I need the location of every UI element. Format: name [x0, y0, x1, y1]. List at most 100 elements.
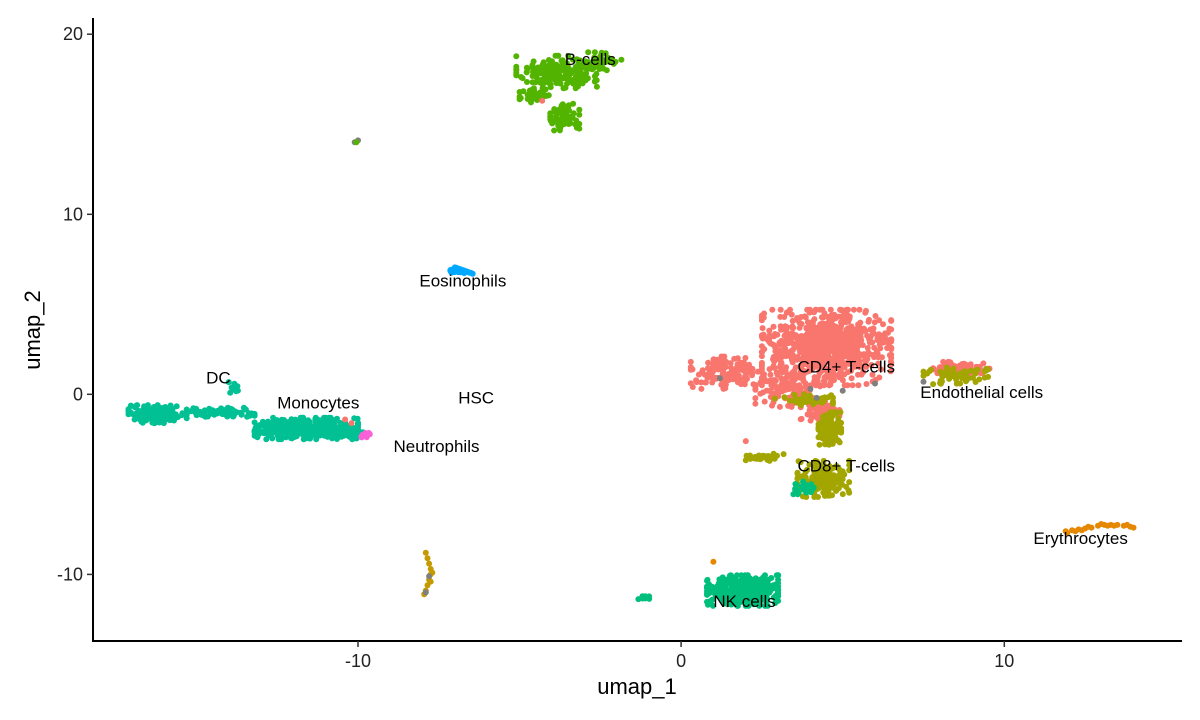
point-cd4-t-cells [796, 324, 803, 331]
point-b-cells [567, 120, 574, 127]
point-cd4-t-cells [856, 364, 863, 371]
point-b-cells [576, 106, 583, 113]
point-monocytes [127, 409, 134, 416]
point-cd8-t-cells [781, 394, 788, 401]
cluster-label-hsc: HSC [458, 388, 494, 407]
point-cd4-t-cells [736, 362, 743, 369]
point-b-cells [593, 70, 600, 77]
point-b-cells [591, 49, 598, 56]
point-cd8-t-cells [827, 412, 834, 419]
point-other [1098, 521, 1105, 527]
point-cd4-t-cells [770, 363, 777, 369]
point-other [742, 438, 749, 445]
point-cd4-t-cells [863, 381, 870, 387]
point-cd4-t-cells [824, 340, 831, 347]
point-monocytes [256, 427, 262, 433]
point-cd4-t-cells [849, 382, 856, 389]
point-b-cells [534, 68, 541, 75]
point-cd4-t-cells [832, 364, 838, 371]
point-cd4-t-cells [830, 342, 837, 349]
point-other [1072, 528, 1079, 535]
point-cd8-t-cells [806, 461, 813, 468]
point-b-cells [520, 88, 527, 95]
point-cd4-t-cells [687, 380, 694, 387]
point-cd8-t-cells [825, 478, 832, 485]
point-cd4-t-cells [689, 366, 696, 373]
point-b-cells [583, 70, 590, 77]
point-cd4-t-cells [823, 359, 830, 365]
point-cd4-t-cells [799, 341, 806, 348]
cluster-label-nk-cells: NK cells [713, 592, 775, 611]
point-nk-cells [760, 584, 767, 591]
point-cd4-t-cells [781, 332, 788, 339]
point-cd4-t-cells [874, 335, 881, 342]
point-nk-cells [646, 593, 653, 600]
point-nk-cells [765, 576, 772, 583]
point-other [710, 558, 717, 565]
point-cd4-t-cells [797, 349, 804, 356]
point-other [807, 385, 814, 392]
point-cd4-t-cells [823, 350, 830, 357]
point-other [1130, 524, 1137, 531]
point-cd4-t-cells [855, 382, 862, 389]
point-cd4-t-cells [868, 362, 875, 368]
point-monocytes [237, 409, 244, 416]
point-nk-cells [772, 600, 779, 607]
point-other [813, 394, 820, 401]
point-cd4-t-cells [838, 322, 845, 329]
point-cd4-t-cells [887, 368, 894, 375]
point-cd8-t-cells [823, 491, 830, 498]
point-cd4-t-cells [843, 334, 850, 340]
point-other [426, 573, 433, 580]
point-b-cells [584, 75, 591, 82]
y-tick-label: 20 [63, 24, 83, 44]
point-cd4-t-cells [758, 332, 765, 339]
point-b-cells [570, 100, 577, 107]
point-cd4-t-cells [875, 360, 882, 367]
point-other [422, 549, 429, 556]
point-cd4-t-cells [726, 375, 733, 382]
point-b-cells [552, 67, 559, 74]
point-cd4-t-cells [757, 379, 764, 386]
point-cd4-t-cells [843, 306, 850, 313]
point-cd4-t-cells [857, 330, 864, 337]
point-b-cells [600, 65, 607, 72]
point-nk-cells [704, 576, 711, 583]
point-cd4-t-cells [811, 331, 818, 338]
point-cd4-t-cells [789, 318, 796, 324]
point-cd4-t-cells [776, 403, 783, 410]
point-cd4-t-cells [771, 342, 778, 349]
point-cd4-t-cells [829, 355, 836, 362]
point-cd8-t-cells [816, 441, 823, 448]
point-b-cells [559, 118, 566, 124]
point-other [716, 375, 723, 382]
point-nk-cells [743, 597, 750, 604]
point-monocytes [265, 424, 272, 431]
point-monocytes [300, 428, 307, 434]
point-cd4-t-cells [783, 385, 789, 392]
point-b-cells [558, 57, 565, 64]
point-cd4-t-cells [866, 339, 873, 346]
point-dc [225, 379, 232, 386]
point-cd8-t-cells [809, 474, 816, 481]
point-b-cells [548, 69, 555, 76]
point-monocytes [297, 416, 304, 423]
point-cd4-t-cells [693, 379, 700, 386]
point-nk-cells [734, 596, 741, 603]
point-cd4-t-cells [809, 346, 816, 353]
point-cd8-t-cells [973, 367, 980, 374]
point-monocytes [321, 414, 327, 421]
point-cd4-t-cells [806, 364, 813, 371]
point-cd4-t-cells [802, 351, 809, 357]
point-cd4-t-cells [846, 343, 853, 350]
point-b-cells [560, 85, 567, 92]
point-nk-cells [744, 576, 751, 583]
point-b-cells [539, 78, 546, 85]
point-other [427, 578, 434, 585]
point-cd8-t-cells [811, 494, 818, 500]
point-monocytes [251, 412, 258, 418]
point-cd4-t-cells [734, 355, 741, 362]
point-cd4-t-cells [835, 371, 842, 378]
point-monocytes [313, 418, 320, 425]
point-b-cells [552, 52, 559, 59]
